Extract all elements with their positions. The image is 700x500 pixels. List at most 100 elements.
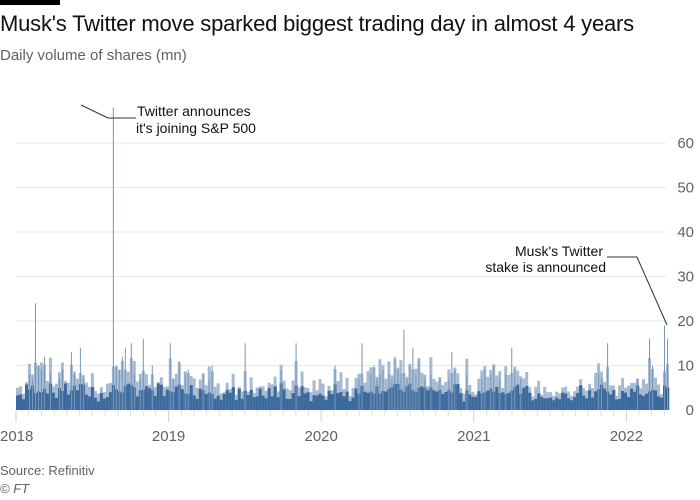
volume-bar xyxy=(630,388,634,410)
volume-spike xyxy=(118,369,120,410)
volume-bar xyxy=(240,398,244,410)
volume-bar xyxy=(540,396,544,410)
volume-bar xyxy=(330,394,334,410)
volume-spike xyxy=(415,374,417,410)
volume-bar xyxy=(51,392,56,410)
volume-spike xyxy=(280,369,282,410)
y-tick-label: 20 xyxy=(677,313,694,330)
volume-bar xyxy=(384,391,388,410)
volume-spike xyxy=(448,378,450,410)
x-tick-label: 2018 xyxy=(0,428,33,445)
volume-spike xyxy=(514,369,516,410)
volume-bar xyxy=(147,388,152,410)
volume-bar xyxy=(90,387,95,410)
volume-bar xyxy=(324,399,328,410)
volume-bar xyxy=(228,392,232,410)
volume-spike xyxy=(394,356,396,410)
y-tick-label: 50 xyxy=(677,180,694,197)
volume-bar xyxy=(156,383,161,410)
volume-bar xyxy=(135,396,140,410)
volume-spike xyxy=(211,365,213,410)
volume-bar xyxy=(300,386,304,410)
copyright-note: © FT xyxy=(0,481,30,496)
volume-spike xyxy=(373,365,375,410)
volume-bar xyxy=(153,396,158,410)
volume-bar xyxy=(261,395,265,410)
volume-spike xyxy=(361,343,363,410)
y-tick-label: 0 xyxy=(686,402,694,419)
x-axis: 2018 2019 2020 2021 2022 xyxy=(0,410,666,445)
x-tick-label: 2022 xyxy=(610,428,643,445)
volume-bar xyxy=(342,396,346,410)
volume-spike xyxy=(169,343,171,410)
volume-spike xyxy=(499,378,501,410)
volume-bar xyxy=(315,395,319,410)
volume-bar xyxy=(66,394,71,410)
volume-bar xyxy=(534,398,538,410)
volume-spike xyxy=(172,378,174,410)
volume-bar xyxy=(21,399,26,410)
volume-bar xyxy=(654,390,658,410)
volume-bar xyxy=(237,388,241,410)
volume-spike xyxy=(493,365,495,410)
volume-bar xyxy=(219,399,223,410)
volume-spike xyxy=(202,374,204,410)
volume-bar xyxy=(351,397,355,410)
volume-spike xyxy=(391,378,393,410)
volume-bar xyxy=(165,389,170,410)
volume-spike xyxy=(295,343,297,410)
volume-bar xyxy=(297,396,301,410)
volume-bar xyxy=(273,386,277,410)
volume-bar xyxy=(318,393,322,410)
volume-spike xyxy=(649,338,651,410)
volume-spike xyxy=(151,365,153,410)
volume-bar xyxy=(420,386,424,410)
volume-bar xyxy=(195,398,200,410)
volume-spike xyxy=(244,343,246,410)
volume-bar xyxy=(63,383,68,410)
volume-bar xyxy=(528,392,532,410)
volume-bar xyxy=(603,388,607,410)
volume-bar xyxy=(105,397,110,410)
volume-bar xyxy=(660,397,664,410)
volume-bar xyxy=(231,387,235,410)
volume-bar xyxy=(522,387,526,410)
volume-bar xyxy=(585,398,589,410)
volume-spike xyxy=(430,374,432,410)
volume-spike xyxy=(70,352,72,410)
volume-bar xyxy=(531,400,535,410)
volume-bar xyxy=(567,398,571,410)
volume-bar xyxy=(441,394,445,410)
volume-spike xyxy=(382,369,384,410)
volume-spike xyxy=(61,369,63,410)
volume-bar xyxy=(198,388,203,410)
volume-spike xyxy=(58,378,60,410)
volume-bar xyxy=(573,396,577,410)
x-tick-label: 2021 xyxy=(457,428,490,445)
volume-bar xyxy=(555,397,559,410)
volume-spike xyxy=(424,378,426,410)
volume-bar xyxy=(546,398,550,410)
volume-spike xyxy=(511,347,513,410)
volume-bar xyxy=(288,399,292,410)
volume-spike xyxy=(484,369,486,410)
volume-bar xyxy=(84,394,89,410)
volume-spike xyxy=(505,374,507,410)
volume-bar xyxy=(609,394,613,410)
volume-spike xyxy=(520,378,522,410)
volume-bar xyxy=(477,391,481,410)
volume-bar xyxy=(582,395,586,410)
volume-bar xyxy=(570,400,574,410)
x-tick-label: 2019 xyxy=(152,428,185,445)
y-axis: 0 10 20 30 40 50 60 xyxy=(677,135,694,419)
volume-bar xyxy=(618,398,622,410)
volume-spike xyxy=(412,347,414,410)
volume-bar xyxy=(16,395,20,410)
volume-bar xyxy=(255,396,259,410)
volume-spike xyxy=(376,378,378,410)
volume-bar xyxy=(468,394,472,410)
volume-spike xyxy=(208,378,210,410)
volume-bar xyxy=(354,388,358,410)
volume-bar xyxy=(18,394,23,410)
